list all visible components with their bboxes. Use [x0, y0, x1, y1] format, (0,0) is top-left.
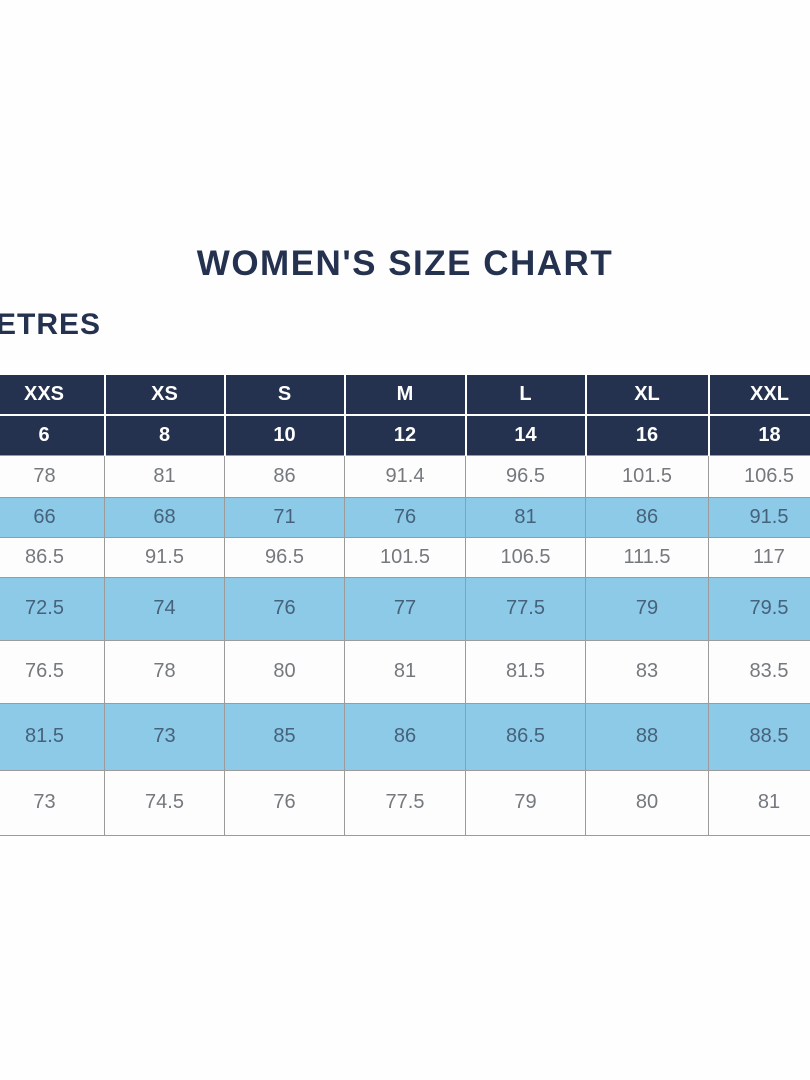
size-label-cell: XXL: [707, 375, 810, 416]
measurement-cell: 81: [344, 639, 466, 704]
measurement-cell: 77.5: [465, 576, 586, 641]
size-label-cell: XXS: [0, 375, 106, 416]
measurement-cell: 111.5: [585, 536, 709, 578]
size-number-cell: 8: [103, 414, 226, 456]
measurement-cell: 81.5: [465, 639, 586, 704]
measurement-cell: 80: [585, 769, 709, 836]
measurement-cell: 117: [708, 536, 810, 578]
size-number-cell: 10: [223, 414, 346, 456]
measurement-cell: 81.5: [0, 702, 105, 771]
size-label-cell: M: [343, 375, 467, 416]
measurement-cell: 71: [224, 496, 345, 538]
measurement-cell: 81: [465, 496, 586, 538]
measurement-cell: 91.5: [708, 496, 810, 538]
measurement-cell: 88.5: [708, 702, 810, 771]
size-number-cell: 16: [584, 414, 710, 456]
table-row: 81.5 73 85 86 86.5 88 88.5: [0, 702, 810, 771]
measurement-cell: 79: [585, 576, 709, 641]
measurement-cell: 106.5: [465, 536, 586, 578]
size-number-cell: 14: [464, 414, 587, 456]
measurement-cell: 79: [465, 769, 586, 836]
size-chart-header: XXS XS S M L XL XXL 6 8 10 12 14 16 18: [0, 375, 810, 456]
measurement-cell: 86: [224, 454, 345, 498]
measurement-cell: 76.5: [0, 639, 105, 704]
measurement-cell: 80: [224, 639, 345, 704]
size-number-cell: 6: [0, 414, 106, 456]
table-row: 72.5 74 76 77 77.5 79 79.5: [0, 576, 810, 641]
measurement-cell: 96.5: [224, 536, 345, 578]
size-chart-body: 78 81 86 91.4 96.5 101.5 106.5 66 68 71 76 81 86 91.5…: [0, 454, 810, 836]
table-row: 66 68 71 76 81 86 91.5: [0, 496, 810, 538]
measurement-cell: 74: [104, 576, 225, 641]
measurement-cell: 91.4: [344, 454, 466, 498]
measurement-cell: 73: [0, 769, 105, 836]
measurement-cell: 86: [344, 702, 466, 771]
size-number-cell: 18: [707, 414, 810, 456]
measurement-cell: 78: [0, 454, 105, 498]
page-title: WOMEN'S SIZE CHART: [196, 244, 614, 283]
measurement-cell: 66: [0, 496, 105, 538]
table-row: 73 74.5 76 77.5 79 80 81: [0, 769, 810, 836]
measurement-cell: 74.5: [104, 769, 225, 836]
size-label-cell: XL: [584, 375, 710, 416]
size-label-row: XXS XS S M L XL XXL: [0, 375, 810, 416]
measurement-cell: 106.5: [708, 454, 810, 498]
measurement-cell: 76: [224, 576, 345, 641]
size-number-cell: 12: [343, 414, 467, 456]
measurement-cell: 86.5: [0, 536, 105, 578]
size-label-cell: XS: [103, 375, 226, 416]
table-row: 76.5 78 80 81 81.5 83 83.5: [0, 639, 810, 704]
measurement-cell: 91.5: [104, 536, 225, 578]
measurement-cell: 76: [344, 496, 466, 538]
measurement-cell: 73: [104, 702, 225, 771]
measurement-cell: 72.5: [0, 576, 105, 641]
measurement-cell: 96.5: [465, 454, 586, 498]
measurement-cell: 77: [344, 576, 466, 641]
measurement-cell: 86: [585, 496, 709, 538]
units-label: ETRES: [0, 308, 102, 341]
measurement-cell: 68: [104, 496, 225, 538]
measurement-cell: 77.5: [344, 769, 466, 836]
size-number-row: 6 8 10 12 14 16 18: [0, 414, 810, 456]
measurement-cell: 83: [585, 639, 709, 704]
table-row: 86.5 91.5 96.5 101.5 106.5 111.5 117: [0, 536, 810, 578]
size-label-cell: S: [223, 375, 346, 416]
measurement-cell: 88: [585, 702, 709, 771]
measurement-cell: 101.5: [344, 536, 466, 578]
measurement-cell: 81: [104, 454, 225, 498]
measurement-cell: 83.5: [708, 639, 810, 704]
measurement-cell: 78: [104, 639, 225, 704]
measurement-cell: 79.5: [708, 576, 810, 641]
measurement-cell: 81: [708, 769, 810, 836]
size-chart-table: XXS XS S M L XL XXL 6 8 10 12 14 16 18 78 81 86 91.4 96.…: [0, 375, 810, 836]
table-row: 78 81 86 91.4 96.5 101.5 106.5: [0, 454, 810, 498]
measurement-cell: 85: [224, 702, 345, 771]
measurement-cell: 76: [224, 769, 345, 836]
measurement-cell: 86.5: [465, 702, 586, 771]
measurement-cell: 101.5: [585, 454, 709, 498]
size-label-cell: L: [464, 375, 587, 416]
